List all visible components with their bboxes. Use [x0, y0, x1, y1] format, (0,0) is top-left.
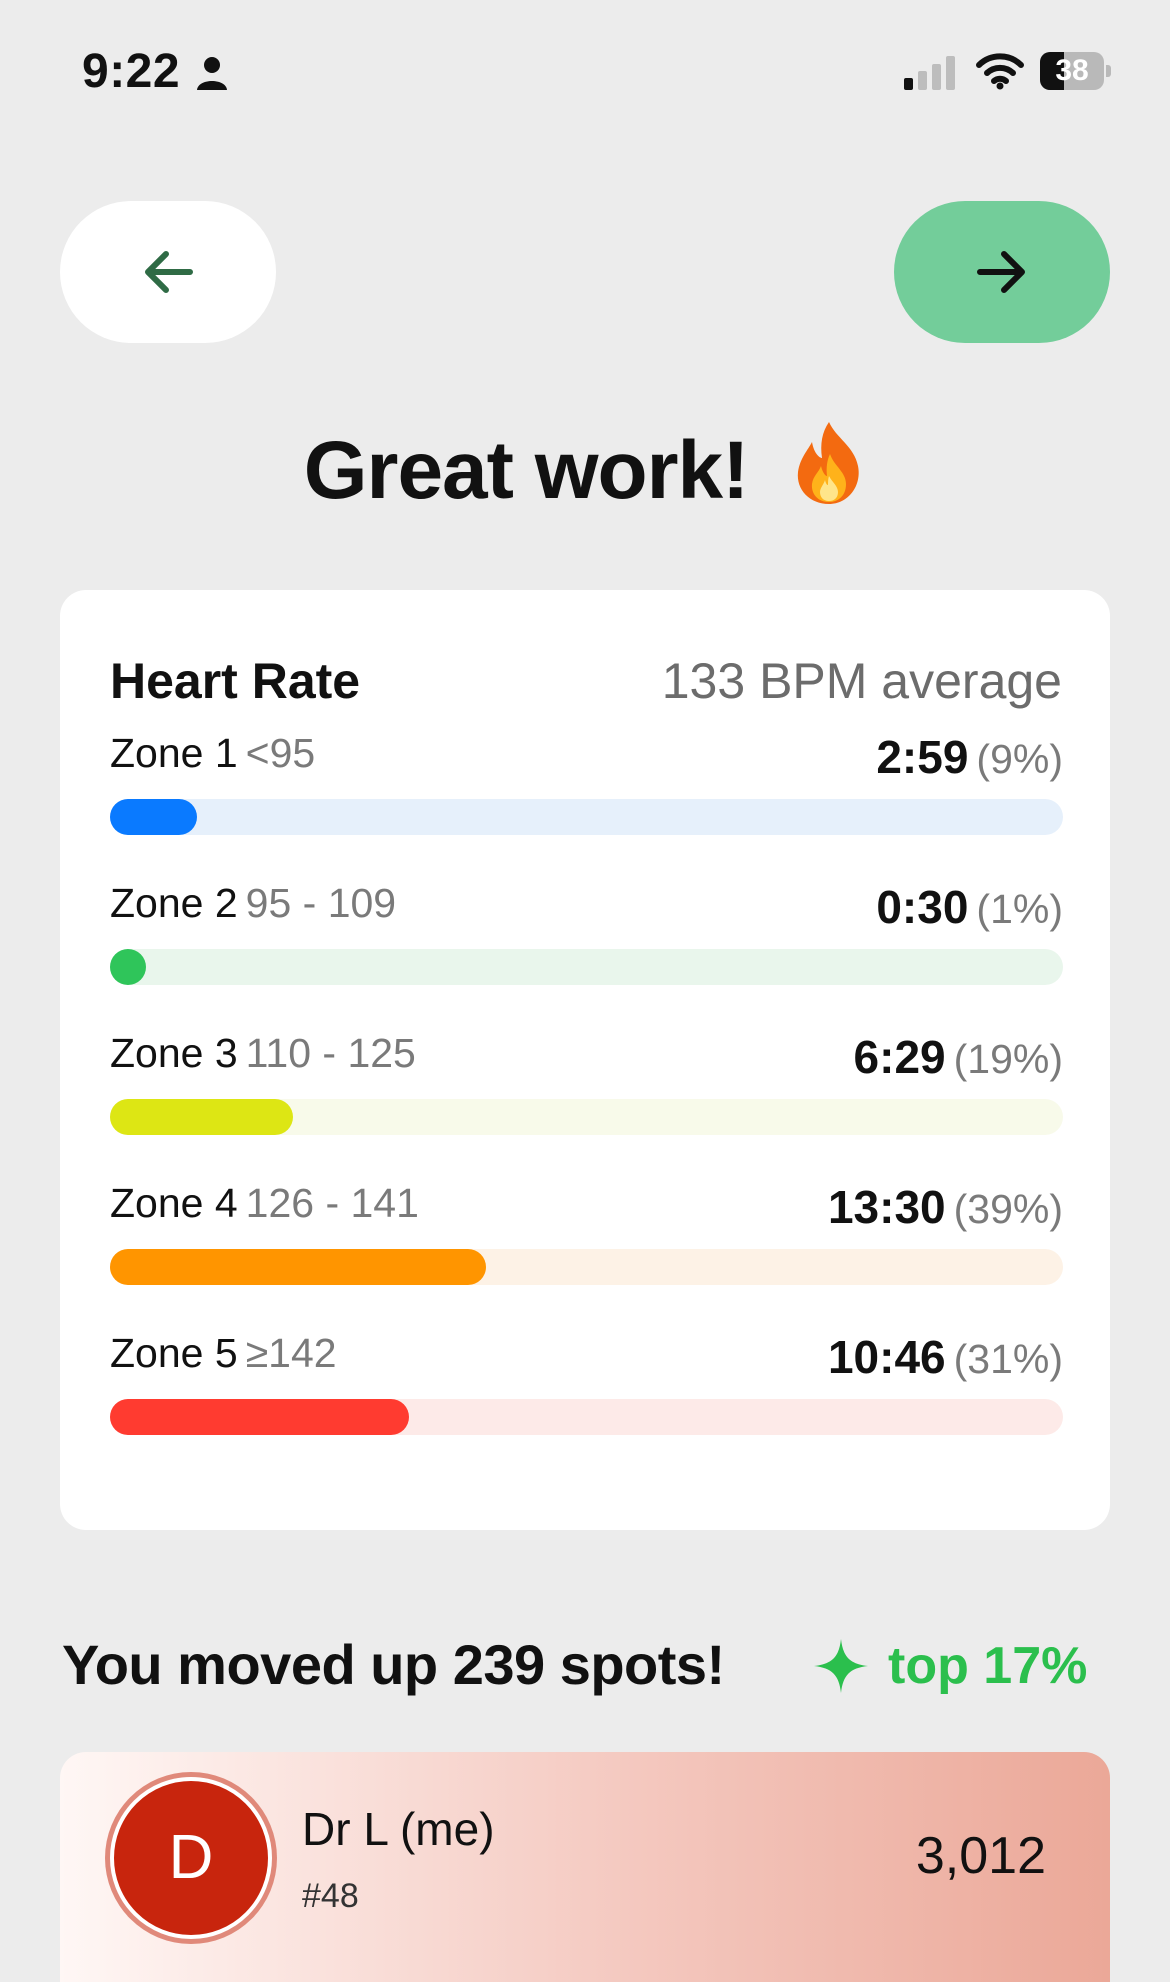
zone-progress-track — [110, 1249, 1063, 1285]
zone-duration: 0:30 (1%) — [876, 880, 1063, 934]
zone-progress-track — [110, 799, 1063, 835]
zone-label: Zone 5 ≥142 — [110, 1330, 337, 1377]
leaderboard-rank: #48 — [302, 1877, 359, 1915]
zone-progress-track — [110, 1399, 1063, 1435]
rank-badge-text: top 17% — [888, 1637, 1088, 1695]
zone-percent: (9%) — [976, 736, 1063, 782]
hr-zone-1: Zone 1 <95 2:59 (9%) — [110, 730, 1063, 840]
avatar: D — [110, 1777, 272, 1939]
zone-time: 13:30 — [827, 1181, 946, 1233]
zone-time: 10:46 — [827, 1331, 946, 1383]
zone-range: ≥142 — [245, 1330, 337, 1376]
heart-rate-card: Heart Rate 133 BPM average Zone 1 <95 2:59… — [60, 590, 1110, 1530]
hr-zone-4: Zone 4 126 - 141 13:30 (39%) — [110, 1180, 1063, 1290]
zone-duration: 2:59 (9%) — [876, 730, 1063, 784]
zone-label: Zone 4 126 - 141 — [110, 1180, 419, 1227]
zone-range: 95 - 109 — [245, 880, 397, 926]
next-button[interactable] — [894, 201, 1110, 343]
leaderboard-name: Dr L (me) — [302, 1803, 495, 1855]
zone-progress-fill — [110, 949, 146, 985]
fire-icon — [798, 422, 859, 504]
zone-duration: 13:30 (39%) — [828, 1180, 1063, 1234]
zone-time: 2:59 — [876, 731, 969, 783]
zone-range: <95 — [245, 730, 316, 776]
zone-name: Zone 1 — [110, 730, 238, 776]
status-time: 9:22 — [82, 45, 181, 98]
status-bar: 9:22 38 — [0, 0, 1170, 150]
arrow-left-icon — [145, 251, 193, 293]
page-title: Great work! — [0, 420, 1170, 518]
headline-text: Great work! — [303, 425, 750, 516]
leaderboard-score: 3,012 — [915, 1827, 1046, 1885]
zone-label: Zone 3 110 - 125 — [110, 1030, 416, 1077]
back-button[interactable] — [60, 201, 276, 343]
zone-progress-track — [110, 1099, 1063, 1135]
zone-time: 0:30 — [876, 881, 969, 933]
sparkle-icon — [814, 1639, 868, 1693]
zone-name: Zone 4 — [110, 1180, 238, 1226]
zone-time: 6:29 — [853, 1031, 946, 1083]
signal-icon — [904, 56, 955, 90]
wifi-icon — [976, 53, 1024, 90]
zone-range: 126 - 141 — [245, 1180, 419, 1226]
heart-rate-average: 133 BPM average — [661, 653, 1062, 709]
zone-progress-fill — [110, 1249, 486, 1285]
zone-percent: (19%) — [953, 1036, 1063, 1082]
zone-progress-fill — [110, 1099, 293, 1135]
battery-level: 38 — [1055, 54, 1089, 87]
rank-badge: top 17% — [812, 1636, 1087, 1696]
hr-zone-2: Zone 2 95 - 109 0:30 (1%) — [110, 880, 1063, 990]
zone-progress-fill — [110, 799, 197, 835]
zone-duration: 6:29 (19%) — [854, 1030, 1063, 1084]
heart-rate-title: Heart Rate — [110, 653, 361, 709]
zone-percent: (1%) — [976, 886, 1063, 932]
leaderboard-entry-me[interactable]: D Dr L (me) #48 3,012 — [60, 1752, 1110, 1982]
zone-name: Zone 2 — [110, 880, 238, 926]
zone-percent: (39%) — [953, 1186, 1063, 1232]
battery-icon: 38 — [1040, 52, 1111, 90]
hr-zone-5: Zone 5 ≥142 10:46 (31%) — [110, 1330, 1063, 1440]
zone-progress-fill — [110, 1399, 409, 1435]
hr-zone-3: Zone 3 110 - 125 6:29 (19%) — [110, 1030, 1063, 1140]
zone-duration: 10:46 (31%) — [828, 1330, 1063, 1384]
zone-range: 110 - 125 — [245, 1030, 416, 1076]
zone-label: Zone 2 95 - 109 — [110, 880, 396, 927]
zone-percent: (31%) — [953, 1336, 1063, 1382]
rank-heading: You moved up 239 spots! — [62, 1633, 725, 1696]
zone-progress-track — [110, 949, 1063, 985]
zone-label: Zone 1 <95 — [110, 730, 315, 777]
zone-name: Zone 5 — [110, 1330, 238, 1376]
person-icon — [197, 57, 227, 90]
arrow-right-icon — [977, 251, 1025, 293]
zone-name: Zone 3 — [110, 1030, 238, 1076]
